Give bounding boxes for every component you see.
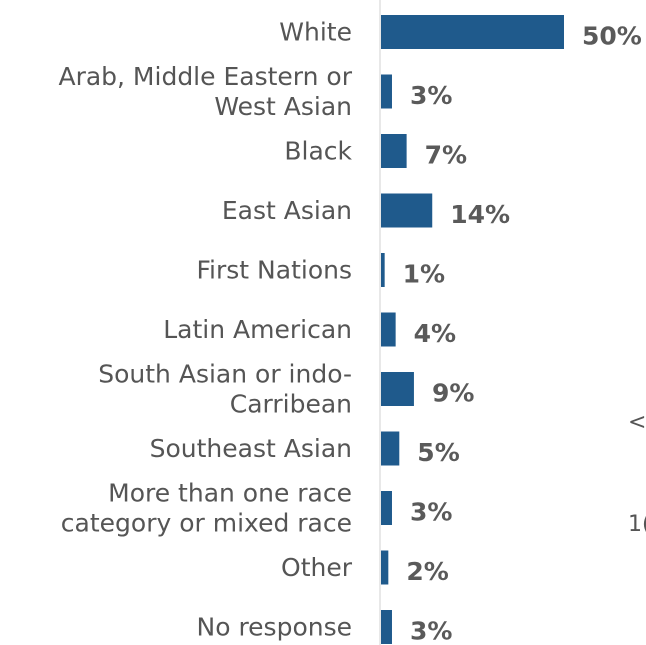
- bar: [381, 491, 392, 525]
- bar: [381, 74, 392, 109]
- category-label: First Nations: [197, 256, 353, 285]
- category-label-line: Other: [281, 553, 353, 582]
- category-label-line: White: [279, 18, 352, 47]
- bar: [381, 550, 389, 585]
- value-label: 5%: [417, 438, 459, 467]
- category-label-line: Arab, Middle Eastern or: [58, 62, 352, 91]
- clipped-text-1: <: [628, 410, 646, 435]
- bar: [381, 372, 414, 406]
- value-label: 50%: [582, 22, 642, 51]
- category-label-line: East Asian: [222, 196, 352, 225]
- category-label-line: Carribean: [230, 390, 352, 419]
- bar: [381, 193, 433, 228]
- category-label-line: More than one race: [108, 479, 352, 508]
- chart-rows: White 50% Arab, Middle Eastern or West Asia…: [58, 15, 642, 645]
- value-label: 14%: [450, 200, 510, 229]
- value-label: 1%: [403, 260, 445, 289]
- value-label: 2%: [406, 557, 448, 586]
- value-label: 3%: [410, 81, 452, 110]
- category-label: Southeast Asian: [150, 434, 352, 463]
- category-label-line: No response: [197, 613, 353, 642]
- bar: [381, 134, 407, 168]
- value-label: 9%: [432, 379, 474, 408]
- category-label: Other: [281, 553, 353, 582]
- category-label: More than one race category or mixed race: [61, 479, 352, 538]
- value-label: 3%: [410, 498, 452, 527]
- bar: [381, 253, 385, 287]
- category-label: Latin American: [163, 315, 352, 344]
- category-label-line: category or mixed race: [61, 509, 352, 538]
- category-label: Arab, Middle Eastern or West Asian: [58, 62, 352, 121]
- category-label-line: South Asian or indo-: [98, 360, 352, 389]
- category-label-line: Southeast Asian: [150, 434, 352, 463]
- value-label: 7%: [425, 141, 467, 170]
- bar: [381, 312, 396, 347]
- category-label: East Asian: [222, 196, 352, 225]
- category-label-line: West Asian: [214, 92, 352, 121]
- bar: [381, 431, 400, 466]
- category-label: White: [279, 18, 352, 47]
- category-label-line: Black: [284, 137, 352, 166]
- value-label: 4%: [414, 319, 456, 348]
- clipped-text-2: 1(: [628, 512, 646, 537]
- category-label: No response: [197, 613, 353, 642]
- bar: [381, 610, 392, 644]
- category-label: Black: [284, 137, 352, 166]
- bar: [381, 15, 564, 49]
- category-label-line: Latin American: [163, 315, 352, 344]
- category-label-line: First Nations: [197, 256, 353, 285]
- category-label: South Asian or indo-Carribean: [98, 360, 352, 419]
- value-label: 3%: [410, 617, 452, 645]
